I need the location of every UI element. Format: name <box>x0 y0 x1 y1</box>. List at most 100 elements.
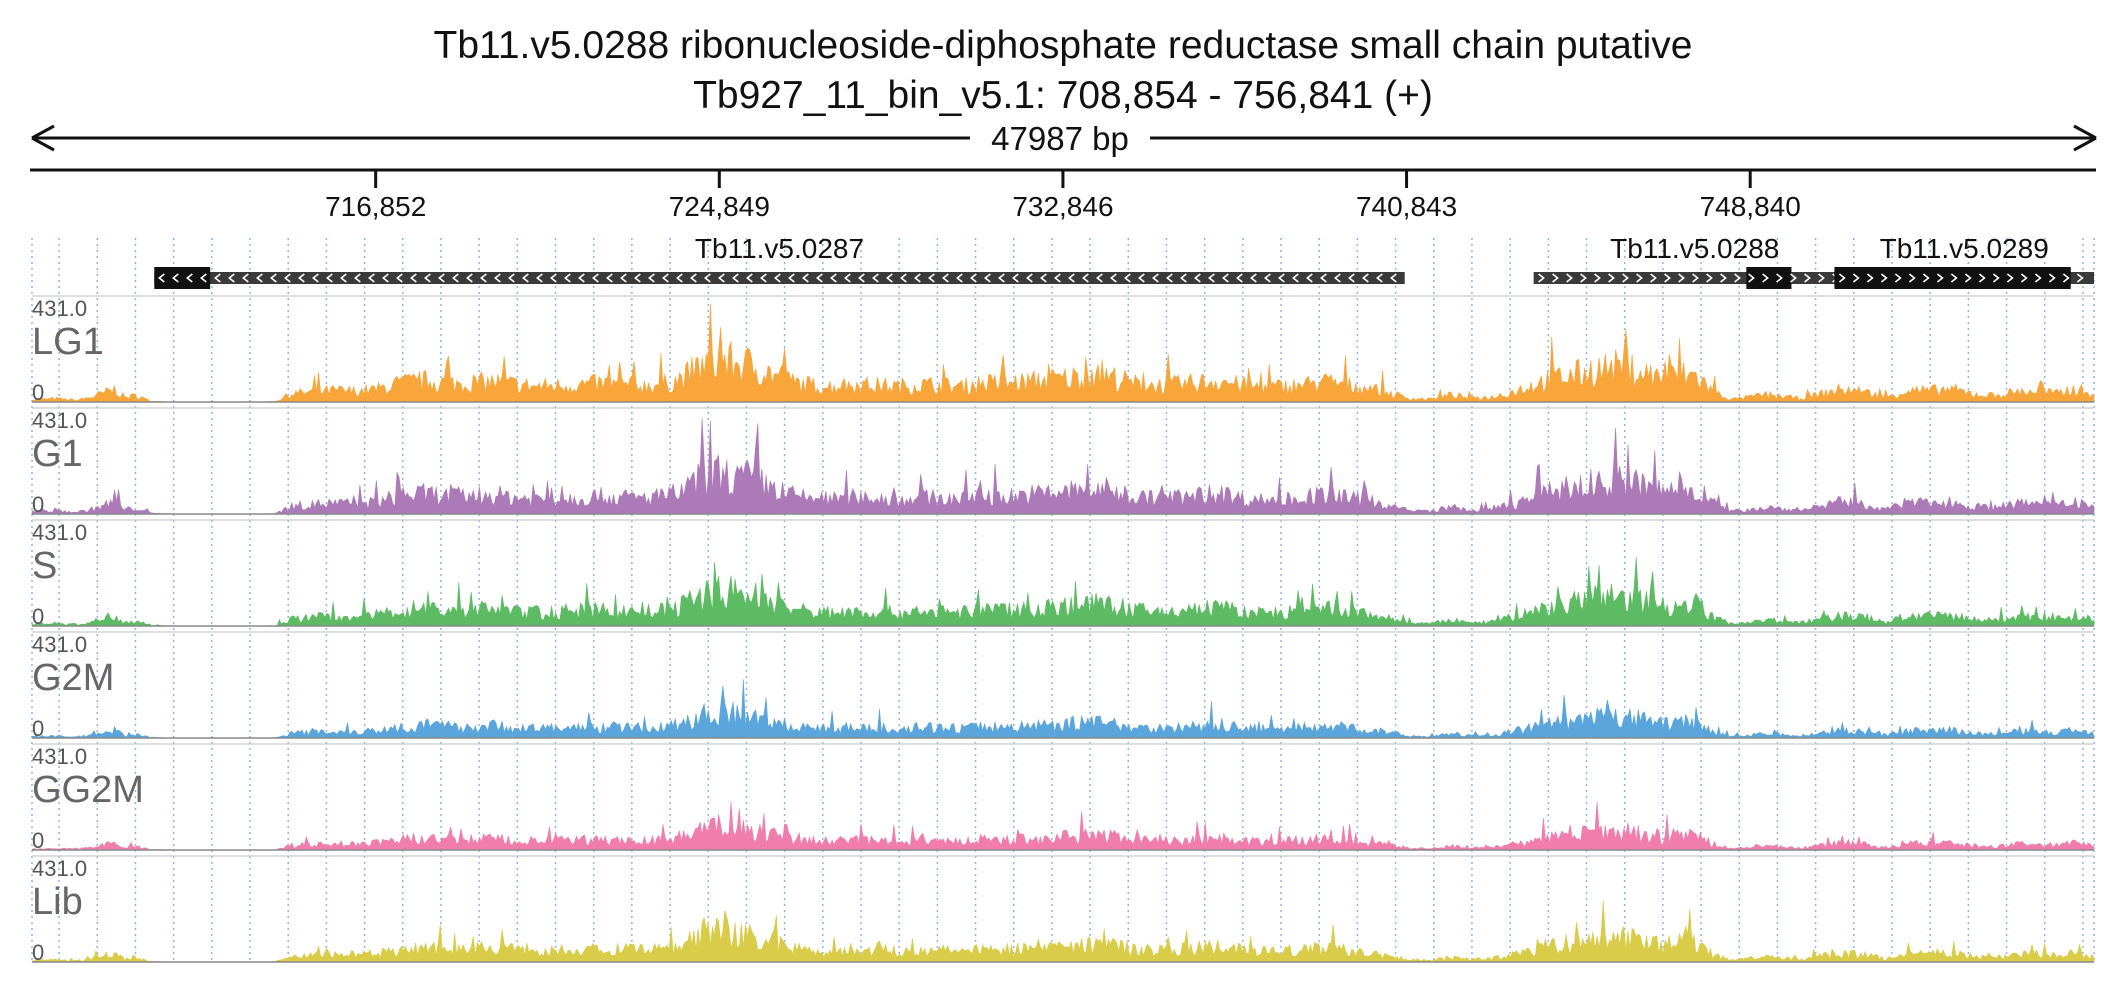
strand-chevron <box>774 273 781 283</box>
strand-chevron <box>788 273 795 283</box>
tick-label-0: 716,852 <box>325 191 426 222</box>
strand-chevron <box>2048 273 2056 283</box>
strand-chevron <box>1706 273 1713 283</box>
strand-chevron <box>550 273 557 283</box>
strand-chevron <box>1664 273 1671 283</box>
strand-chevron <box>1166 273 1173 283</box>
strand-chevron <box>676 273 683 283</box>
gene-label-2: Tb11.v5.0289 <box>1880 233 2049 264</box>
track-name-label: G2M <box>32 657 114 699</box>
strand-chevron <box>1040 273 1047 283</box>
strand-chevron <box>480 273 487 283</box>
strand-chevron <box>816 273 823 283</box>
strand-chevron <box>942 273 949 283</box>
strand-chevron <box>606 273 613 283</box>
gene-2[interactable]: Tb11.v5.0289 <box>1834 233 2094 289</box>
tick-label-4: 748,840 <box>1700 191 1801 222</box>
strand-chevron <box>984 273 991 283</box>
strand-chevron <box>1692 273 1699 283</box>
strand-chevron <box>172 273 179 283</box>
strand-chevron <box>1978 273 1986 283</box>
strand-chevron <box>1950 273 1958 283</box>
strand-chevron <box>1678 273 1685 283</box>
strand-chevron <box>1292 273 1299 283</box>
strand-chevron <box>214 273 221 283</box>
strand-chevron <box>662 273 669 283</box>
strand-chevron <box>648 273 655 283</box>
strand-chevron <box>1012 273 1019 283</box>
strand-chevron <box>396 273 403 283</box>
strand-chevron <box>1110 273 1117 283</box>
strand-chevron <box>1936 273 1944 283</box>
coverage-area-lib <box>31 900 2095 963</box>
strand-chevron <box>1222 273 1229 283</box>
strand-chevron <box>326 273 333 283</box>
strand-chevron <box>1068 273 1075 283</box>
gene-body <box>154 272 1405 284</box>
strand-chevron <box>1264 273 1271 283</box>
strand-chevron <box>1838 273 1846 283</box>
strand-chevron <box>844 273 851 283</box>
strand-chevron <box>1790 273 1797 283</box>
strand-chevron <box>368 273 375 283</box>
strand-chevron <box>718 273 725 283</box>
gene-annotations: Tb11.v5.0287 Tb11.v5.0288 Tb11.v5.0289 <box>154 233 2094 289</box>
strand-chevron <box>802 273 809 283</box>
track-ymin-label: 0 <box>32 828 44 853</box>
strand-chevron <box>1762 273 1769 283</box>
coverage-tracks: 431.0LG10431.0G10431.0S0431.0G2M0431.0GG… <box>31 295 2095 965</box>
gene-0[interactable]: Tb11.v5.0287 <box>154 233 1405 289</box>
strand-chevron <box>298 273 305 283</box>
strand-chevron <box>1236 273 1243 283</box>
track-ymin-label: 0 <box>32 940 44 965</box>
strand-chevron <box>1580 273 1587 283</box>
strand-chevron <box>1880 273 1888 283</box>
strand-chevron <box>2006 273 2014 283</box>
track-ymax-label: 431.0 <box>32 408 87 433</box>
strand-chevron <box>536 273 543 283</box>
strand-chevron <box>746 273 753 283</box>
coverage-area-s <box>31 557 2095 627</box>
track-name-label: S <box>32 545 57 587</box>
strand-chevron <box>872 273 879 283</box>
track-ymax-label: 431.0 <box>32 632 87 657</box>
strand-chevron <box>2034 273 2042 283</box>
strand-chevron <box>242 273 249 283</box>
strand-chevron <box>228 273 235 283</box>
strand-chevron <box>704 273 711 283</box>
gene-1[interactable]: Tb11.v5.0288 <box>1533 233 1856 289</box>
strand-chevron <box>1818 273 1825 283</box>
strand-chevron <box>690 273 697 283</box>
strand-chevron <box>1566 273 1573 283</box>
strand-chevron <box>1348 273 1355 283</box>
strand-chevron <box>2020 273 2028 283</box>
strand-chevron <box>592 273 599 283</box>
strand-chevron <box>1334 273 1341 283</box>
strand-chevron <box>200 273 207 283</box>
chart-title: Tb11.v5.0288 ribonucleoside-diphosphate … <box>434 24 1693 67</box>
strand-chevron <box>620 273 627 283</box>
strand-chevron <box>1538 273 1545 283</box>
strand-chevron <box>1748 273 1755 283</box>
strand-chevron <box>452 273 459 283</box>
gene-cds <box>1834 267 2071 289</box>
vertical-grid <box>31 238 2095 962</box>
strand-chevron <box>1180 273 1187 283</box>
strand-chevron <box>956 273 963 283</box>
gene-cds <box>154 267 211 289</box>
tick-label-1: 724,849 <box>669 191 770 222</box>
strand-chevron <box>284 273 291 283</box>
track-name-label: Lib <box>32 881 83 923</box>
track-ymax-label: 431.0 <box>32 856 87 881</box>
strand-chevron <box>760 273 767 283</box>
tick-label-3: 740,843 <box>1356 191 1457 222</box>
strand-chevron <box>1082 273 1089 283</box>
strand-chevron <box>914 273 921 283</box>
strand-chevron <box>340 273 347 283</box>
strand-chevron <box>522 273 529 283</box>
